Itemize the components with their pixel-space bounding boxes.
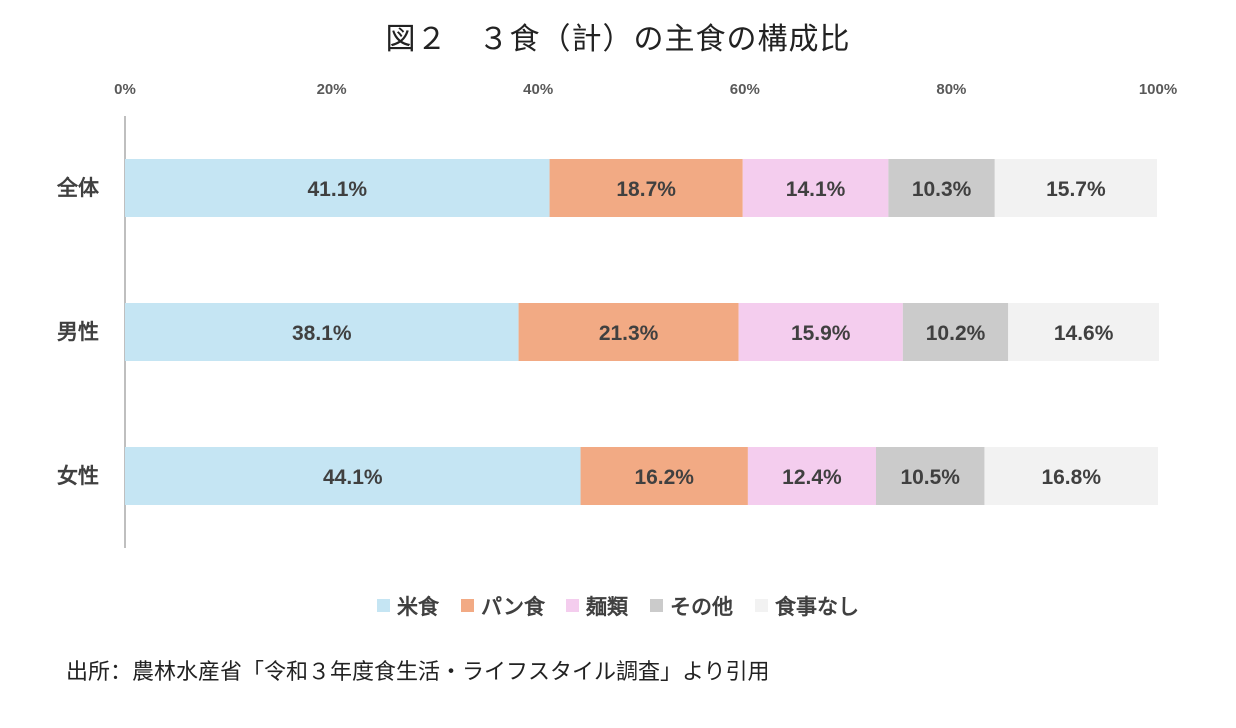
data-label: 12.4% xyxy=(782,466,842,489)
legend-label: その他 xyxy=(670,595,733,619)
bar-segment xyxy=(994,159,1157,217)
legend-swatch xyxy=(755,599,768,612)
data-label: 10.3% xyxy=(912,178,972,201)
bar-segment xyxy=(580,447,748,505)
category-label: 男性 xyxy=(57,320,99,344)
data-label: 10.5% xyxy=(900,466,960,489)
legend-swatch xyxy=(461,599,474,612)
bar-segment xyxy=(125,447,581,505)
bar-segment xyxy=(549,159,743,217)
bar-segment xyxy=(888,159,995,217)
bar-segment xyxy=(984,447,1158,505)
x-tick-label: 40% xyxy=(523,81,553,98)
bar-segment xyxy=(738,303,903,361)
bar-segment xyxy=(125,159,550,217)
data-label: 21.3% xyxy=(599,322,659,345)
data-label: 15.7% xyxy=(1046,178,1106,201)
data-label: 38.1% xyxy=(292,322,352,345)
legend-label: パン食 xyxy=(481,595,546,619)
data-label: 14.1% xyxy=(786,178,846,201)
data-label: 16.8% xyxy=(1041,466,1101,489)
x-tick-label: 0% xyxy=(114,81,136,98)
x-tick-label: 20% xyxy=(317,81,347,98)
legend-label: 食事なし xyxy=(775,595,859,619)
data-label: 18.7% xyxy=(616,178,676,201)
source-note: 出所：農林水産省「令和３年度食生活・ライフスタイル調査」より引用 xyxy=(66,660,770,685)
bar-segment xyxy=(742,159,889,217)
legend-swatch xyxy=(377,599,390,612)
category-label: 全体 xyxy=(56,176,100,200)
data-label: 16.2% xyxy=(634,466,694,489)
x-tick-label: 100% xyxy=(1139,81,1177,98)
legend-label: 米食 xyxy=(397,595,440,619)
data-label: 41.1% xyxy=(308,178,368,201)
legend-swatch xyxy=(566,599,579,612)
data-label: 14.6% xyxy=(1054,322,1114,345)
data-label: 15.9% xyxy=(791,322,851,345)
bar-segment xyxy=(875,447,985,505)
x-tick-label: 80% xyxy=(936,81,966,98)
bar-segment xyxy=(747,447,876,505)
bar-segment xyxy=(125,303,519,361)
x-tick-label: 60% xyxy=(730,81,760,98)
category-label: 女性 xyxy=(57,464,99,488)
legend-swatch xyxy=(650,599,663,612)
legend-label: 麺類 xyxy=(585,595,629,619)
bar-segment xyxy=(518,303,739,361)
data-label: 44.1% xyxy=(323,466,383,489)
chart-title: 図２ ３食（計）の主食の構成比 xyxy=(385,22,851,57)
bar-segment xyxy=(902,303,1009,361)
bar-segment xyxy=(1008,303,1160,361)
data-label: 10.2% xyxy=(926,322,986,345)
